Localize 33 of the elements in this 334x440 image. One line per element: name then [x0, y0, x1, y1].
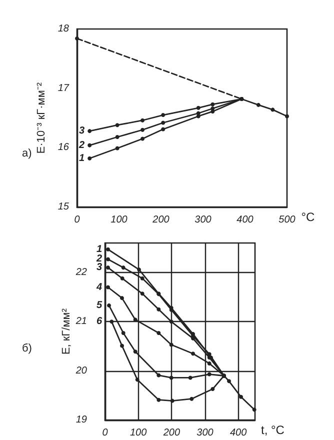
- series-label: 4: [95, 282, 102, 293]
- x-tick-label: 300: [194, 214, 212, 226]
- x-axis-title: t, °C: [261, 423, 285, 437]
- text: б): [22, 342, 32, 354]
- y-tick-label: 17: [58, 82, 70, 94]
- y-tick-label: 22: [74, 267, 88, 278]
- y-tick-label: 19: [76, 414, 88, 426]
- x-tick-label: 400: [236, 214, 254, 226]
- series-label: 3: [96, 262, 102, 274]
- x-tick-label: 200: [162, 428, 180, 438]
- series-label: 6: [96, 316, 102, 328]
- x-tick-label: 100: [110, 214, 128, 226]
- text: а): [22, 148, 32, 160]
- series-label: 2: [78, 140, 86, 151]
- x-tick-label: 100: [130, 428, 148, 438]
- x-tick-label: 0: [102, 428, 108, 438]
- x-tick-label: 300: [196, 428, 214, 438]
- x-tick-label: 0: [74, 214, 80, 226]
- y-tick-label: 20: [74, 365, 88, 376]
- series-label: 1: [96, 244, 102, 255]
- series-label: 1: [79, 152, 86, 164]
- y-axis-title: E·10⁻³ кГ·мм⁻²: [35, 82, 48, 154]
- x-tick-label: 200: [152, 214, 170, 226]
- y-tick-label: 15: [58, 202, 70, 212]
- x-axis-title: °C: [301, 210, 316, 224]
- x-tick-label: 500: [278, 214, 296, 226]
- y-axis-title: E, кГ/мм²: [60, 308, 72, 355]
- series-label: 5: [96, 300, 102, 311]
- y-tick-label: 18: [58, 24, 70, 34]
- y-tick-label: 21: [74, 316, 87, 328]
- y-tick-label: 16: [58, 142, 70, 154]
- x-tick-label: 400: [230, 428, 248, 438]
- series-label: 3: [79, 126, 86, 137]
